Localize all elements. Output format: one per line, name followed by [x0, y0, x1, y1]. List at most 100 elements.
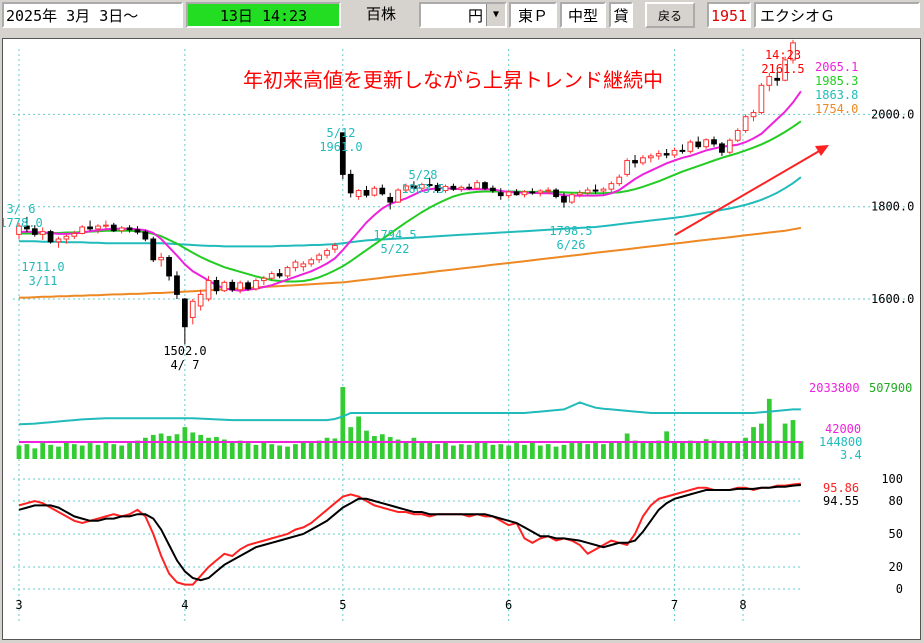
price-annotation: 1778.0	[3, 216, 43, 230]
stock-code-field[interactable]: 1951	[707, 2, 751, 28]
candle-body	[189, 300, 196, 318]
candle-body	[774, 77, 781, 81]
volume-bar	[79, 445, 85, 459]
volume-bar	[687, 440, 693, 459]
candle-body	[521, 191, 528, 196]
back-button[interactable]: 戻る	[645, 2, 695, 28]
volume-bar	[727, 441, 733, 459]
candle-body	[545, 189, 552, 192]
candle-body	[608, 183, 615, 190]
volume-bar	[585, 444, 591, 459]
chart-panel: 3 4 5 6 7 8 1600.0 1800.0 2000.0 3/ 6 1778.0 1711.0…	[0, 38, 921, 640]
stoch-tick-label: 100	[881, 472, 903, 486]
volume-max-label: 2033800	[809, 381, 860, 395]
candle-body	[734, 130, 741, 141]
chart-title: 年初来高値を更新しながら上昇トレンド継続中	[243, 68, 663, 92]
volume-bar	[577, 442, 583, 459]
volume-bar	[522, 444, 527, 459]
candle-body	[150, 238, 157, 261]
candle-body	[474, 182, 480, 189]
price-annotation: 6/26	[557, 238, 586, 252]
volume-bar	[71, 444, 77, 459]
candle-body	[276, 273, 283, 277]
candle-body	[679, 149, 686, 152]
candle-body	[95, 225, 101, 230]
volume-bar	[482, 442, 488, 459]
volume-bar	[158, 433, 164, 459]
chevron-down-icon[interactable]: ▼	[486, 4, 505, 26]
candle-body	[790, 42, 796, 61]
stoch-tick-label: 50	[889, 527, 903, 541]
candle-body	[640, 157, 646, 164]
candle-body	[31, 228, 38, 235]
volume-bar	[16, 445, 22, 459]
volume-bar	[435, 444, 440, 459]
candle-body	[529, 191, 536, 194]
stoch-d-line	[18, 484, 801, 582]
candle-body	[450, 185, 457, 190]
current-time-field[interactable]: 13日 14:23	[186, 2, 341, 28]
price-annotation: 5/22	[381, 242, 410, 256]
size-field: 中型	[560, 2, 606, 28]
volume-bar	[261, 442, 267, 459]
candle-body	[79, 226, 86, 234]
candle-body	[103, 224, 109, 227]
volume-bar	[498, 444, 504, 459]
date-range-field[interactable]: 2025年 3月 3日～	[2, 2, 183, 28]
candle-body	[197, 293, 204, 307]
volume-bar	[269, 444, 275, 459]
candle-body	[126, 227, 133, 231]
unit-select[interactable]: 円 ▼	[419, 2, 507, 28]
candle-body	[24, 225, 30, 230]
volume-bar	[245, 443, 251, 459]
candle-body	[434, 184, 441, 192]
volume-bar	[735, 442, 741, 459]
candle-body	[726, 139, 733, 153]
volume-bar	[324, 437, 330, 459]
x-month-label: 3	[15, 598, 22, 612]
volume-bar	[332, 438, 338, 459]
volume-bar	[237, 440, 243, 459]
ma-legend-value: 1985.3	[815, 74, 858, 88]
volume-bar	[711, 440, 717, 459]
volume-bar	[348, 427, 354, 459]
volume-bar	[214, 437, 219, 459]
volume-bar	[372, 435, 377, 459]
volume-bar	[545, 444, 551, 459]
volume-bar	[656, 440, 662, 459]
volume-bar	[514, 443, 519, 459]
candle-body	[758, 84, 765, 114]
volume-bar	[285, 446, 290, 459]
stock-name-field[interactable]: エクシオＧ	[754, 2, 920, 28]
candle-body	[592, 189, 599, 192]
candle-body	[671, 149, 678, 156]
stoch-tick-label: 0	[896, 582, 903, 596]
trend-arrow-head	[815, 145, 829, 156]
candle-body	[632, 160, 638, 164]
candle-body	[221, 281, 228, 292]
unit-select-value: 円	[467, 7, 483, 25]
candle-body	[142, 231, 149, 240]
stoch-k-label: 95.86	[823, 481, 859, 495]
candle-body	[347, 173, 354, 194]
volume-bar	[364, 430, 369, 459]
ma-legend-value: 1863.8	[815, 88, 858, 102]
candle-body	[411, 185, 417, 189]
volume-bar	[103, 442, 109, 459]
price-annotation: 5/28	[409, 168, 438, 182]
volume-bar	[277, 445, 283, 459]
volume-bar	[593, 441, 598, 459]
candle-body	[284, 267, 291, 277]
candle-body	[426, 184, 433, 187]
candle-body	[260, 277, 267, 282]
volume-bar	[40, 443, 46, 459]
trend-arrow-line	[674, 149, 822, 236]
volume-bar	[395, 439, 401, 459]
price-annotation: 3/11	[29, 274, 58, 288]
candle-body	[600, 188, 607, 192]
price-annotation: 4/ 7	[171, 358, 200, 372]
candle-body	[181, 298, 188, 328]
candle-body	[87, 226, 93, 230]
candle-body	[782, 59, 788, 81]
